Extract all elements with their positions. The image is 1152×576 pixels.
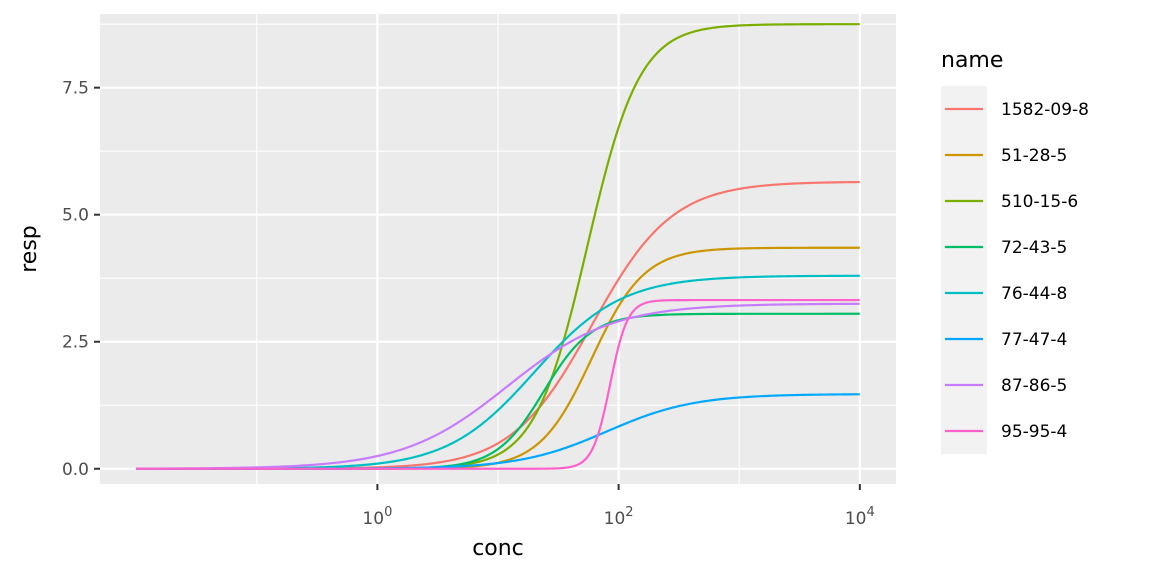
y-tick-label: 7.5 (62, 79, 89, 99)
legend-label-51-28-5: 51-28-5 (1001, 146, 1067, 166)
legend-label-510-15-6: 510-15-6 (1001, 192, 1078, 212)
x-tick-label: 102 (604, 505, 634, 529)
legend: name 1582-09-8 51-28-5 510-15-6 72-43-5 76-4… (941, 48, 1089, 454)
y-axis: 0.0 2.5 5.0 7.5 (62, 79, 100, 480)
legend-label-76-44-8: 76-44-8 (1001, 284, 1067, 304)
legend-label-95-95-4: 95-95-4 (1001, 422, 1067, 442)
x-tick-label: 104 (845, 505, 875, 529)
x-axis: 100 102 104 (362, 484, 875, 529)
series-line-87-86-5 (136, 302, 860, 470)
legend-key-background (941, 86, 987, 454)
x-tick-label: 100 (362, 505, 392, 529)
x-axis-title: conc (472, 536, 524, 561)
legend-label-77-47-4: 77-47-4 (1001, 330, 1067, 350)
y-axis-title: resp (17, 225, 42, 273)
y-tick-label: 5.0 (62, 206, 89, 226)
legend-label-87-86-5: 87-86-5 (1001, 376, 1067, 396)
series-layer (136, 23, 860, 470)
y-tick-label: 2.5 (62, 333, 89, 353)
legend-label-1582-09-8: 1582-09-8 (1001, 100, 1089, 120)
y-tick-label: 0.0 (62, 460, 89, 480)
legend-label-72-43-5: 72-43-5 (1001, 238, 1067, 258)
series-line-95-95-4 (136, 298, 860, 470)
legend-title: name (941, 48, 1003, 73)
